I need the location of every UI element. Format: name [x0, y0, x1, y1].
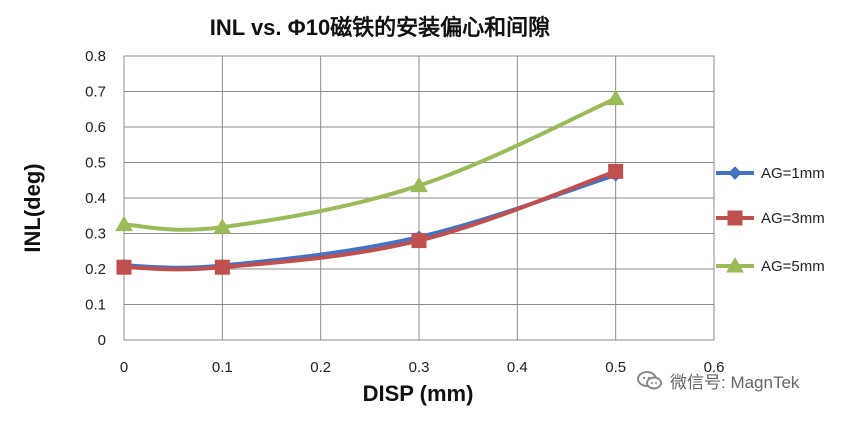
series-layer: [115, 89, 625, 275]
grid-layer: [123, 55, 715, 341]
legend-marker-2: [726, 256, 744, 273]
y-tick-label: 0.3: [85, 226, 106, 243]
series-line-1: [122, 169, 618, 272]
x-tick-label: 0.1: [212, 359, 233, 376]
data-point-2-1: [213, 218, 232, 234]
legend-marker-1: [727, 210, 743, 226]
data-point-1-0: [116, 259, 132, 275]
data-point-2-0: [115, 215, 133, 232]
x-tick-label: 0.4: [507, 359, 528, 376]
y-tick-label: 0: [98, 332, 106, 349]
chart-title: INL vs. Φ10磁铁的安装偏心和间隙: [209, 15, 551, 40]
data-point-2-3: [606, 89, 625, 106]
data-point-1-3: [608, 163, 624, 179]
y-tick-label: 0.6: [85, 119, 106, 136]
y-tick-label: 0.1: [85, 297, 106, 314]
x-tick-label: 0.5: [605, 359, 626, 376]
legend-label-2: AG=5mm: [761, 258, 825, 275]
x-tick-label: 0.2: [310, 359, 331, 376]
x-tick-label: 0.6: [704, 359, 725, 376]
y-tick-label: 0.5: [85, 155, 106, 172]
y-tick-label: 0.2: [85, 261, 106, 278]
y-tick-label: 0.7: [85, 84, 106, 101]
y-tick-label: 0.4: [85, 190, 106, 207]
x-tick-label: 0.3: [409, 359, 430, 376]
watermark-text: 微信号: MagnTek: [670, 373, 800, 392]
y-axis-title: INL(deg): [20, 163, 45, 252]
data-point-1-2: [411, 233, 427, 249]
legend-label-0: AG=1mm: [761, 165, 825, 182]
legend-label-1: AG=3mm: [761, 210, 825, 227]
data-point-2-2: [410, 176, 428, 193]
y-tick-label: 0.8: [85, 48, 106, 65]
x-tick-label: 0: [120, 359, 128, 376]
data-point-1-1: [214, 259, 230, 275]
axis-layer: 0 0.1 0.2 0.3 0.4 0.5 0.6 0.7 0.8 0 0.1 0.2 0.3 0.4 0.…: [20, 48, 724, 406]
series-line-2: [122, 96, 618, 232]
x-axis-title: DISP (mm): [363, 381, 474, 406]
legend: AG=1mm AG=3mm AG=5mm: [716, 165, 825, 275]
watermark: 微信号: MagnTek: [636, 368, 799, 393]
legend-marker-0: [728, 166, 742, 180]
wechat-icon: [637, 370, 662, 389]
